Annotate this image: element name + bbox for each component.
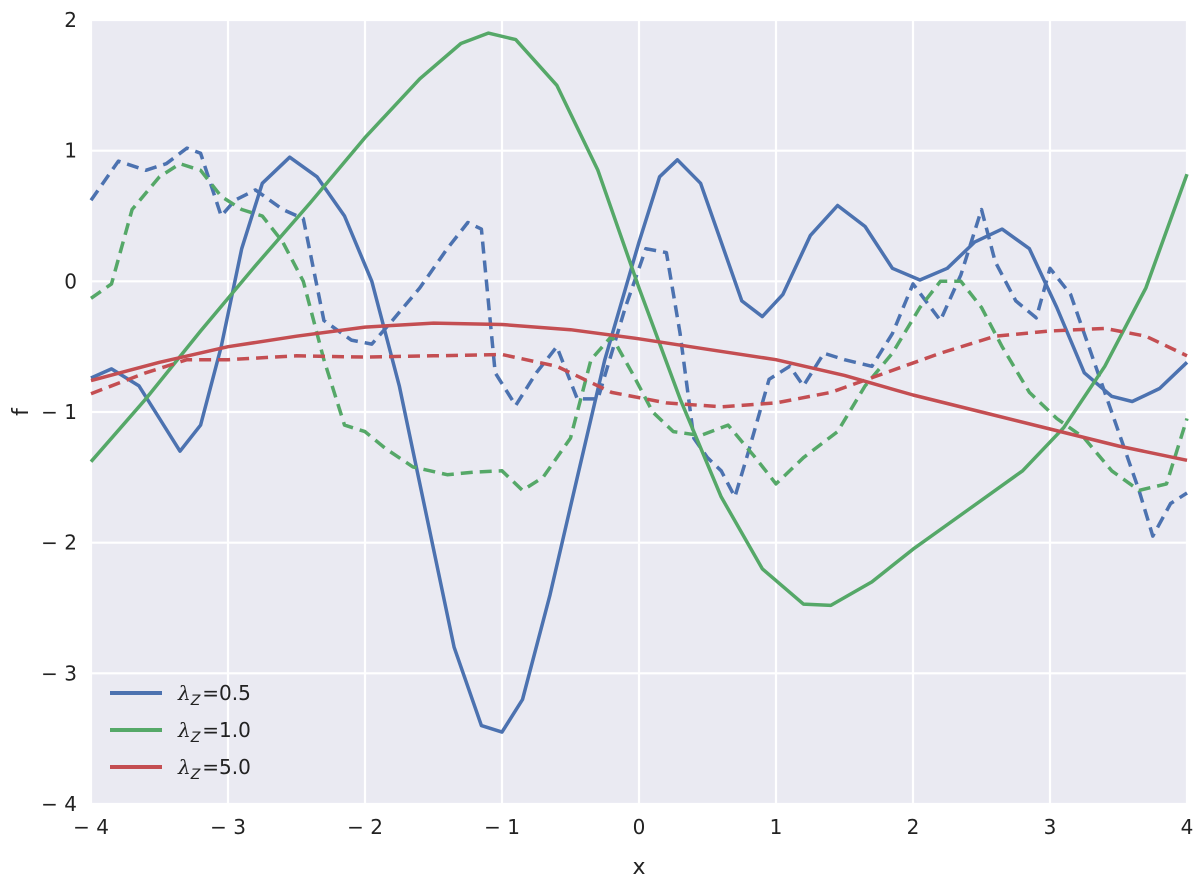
- y-tick-label: − 1: [41, 400, 77, 424]
- y-tick-label: − 2: [41, 531, 77, 555]
- tick-labels: − 4 − 3 − 2 − 1 0 1 2 3 4 − 4 − 3 − 2 − 1 0 1 2: [41, 8, 1193, 839]
- legend-label: λZ =5.0: [177, 755, 251, 783]
- x-tick-label: − 4: [73, 815, 109, 839]
- y-axis-label: f: [9, 407, 34, 416]
- x-tick-label: 2: [907, 815, 920, 839]
- y-tick-label: 0: [64, 269, 77, 293]
- y-tick-label: − 3: [41, 661, 77, 685]
- y-tick-label: 1: [64, 139, 77, 163]
- x-tick-label: 4: [1181, 815, 1194, 839]
- series-layer: [89, 31, 1189, 734]
- legend-label: λZ =0.5: [177, 681, 251, 709]
- x-tick-label: − 2: [347, 815, 383, 839]
- x-tick-label: 1: [770, 815, 783, 839]
- legend-label: λZ =1.0: [177, 718, 251, 746]
- grid: [89, 18, 1189, 806]
- series-line-5-solid: [90, 321, 1188, 463]
- x-tick-label: 0: [633, 815, 646, 839]
- y-tick-label: 2: [64, 8, 77, 32]
- series-line-1-solid: [90, 155, 1189, 734]
- x-tick-label: − 3: [210, 815, 246, 839]
- y-tick-label: − 4: [41, 792, 77, 816]
- legend: λZ =0.5 λZ =1.0 λZ =5.0: [110, 681, 251, 783]
- x-tick-label: − 1: [484, 815, 520, 839]
- x-tick-label: 3: [1044, 815, 1057, 839]
- series-line-2-dashed: [89, 146, 1188, 538]
- x-axis-label: x: [632, 855, 645, 880]
- series-line-6-dashed: [90, 326, 1188, 409]
